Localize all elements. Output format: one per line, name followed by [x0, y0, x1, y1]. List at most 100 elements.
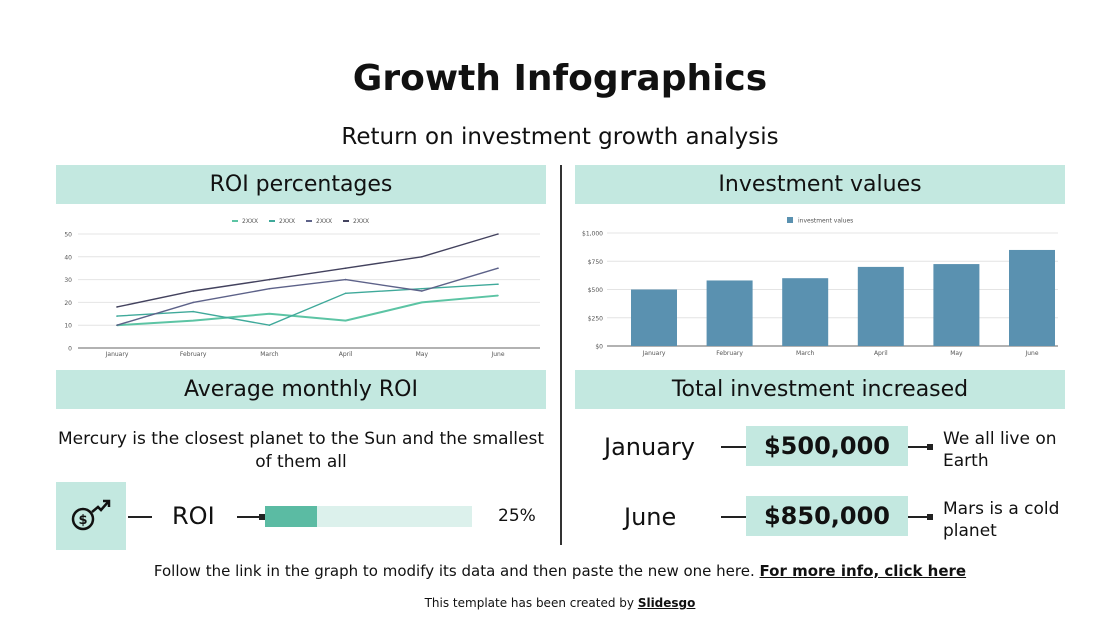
connector-line	[237, 516, 261, 518]
legend-label: 2XXX	[242, 218, 258, 225]
total-month-january: January	[604, 433, 695, 461]
legend-label: 2XXX	[279, 218, 295, 225]
credit: This template has been created by Slides…	[0, 596, 1120, 610]
data-point	[497, 283, 499, 285]
footer: Follow the link in the graph to modify i…	[0, 562, 1120, 580]
x-tick-label: June	[1024, 350, 1038, 357]
roi-percentages-header: ROI percentages	[56, 165, 546, 204]
slidesgo-link[interactable]: Slidesgo	[637, 596, 696, 610]
bar	[631, 289, 677, 346]
series-line	[116, 283, 499, 326]
bar	[857, 266, 904, 346]
connector-line	[721, 516, 746, 518]
total-note-june: Mars is a cold planet	[943, 499, 1060, 541]
y-tick-label: 40	[64, 254, 72, 261]
investment-bar-chart[interactable]: $0 $250 $500 $750 $1,000 investment values Jan…	[575, 210, 1065, 365]
footer-text: Follow the link in the graph to modify i…	[153, 562, 755, 580]
x-tick-label: April	[874, 350, 888, 357]
series-line	[116, 233, 499, 308]
x-tick-label: January	[642, 350, 666, 357]
x-tick-label: March	[260, 351, 278, 358]
connector-dot	[259, 514, 265, 520]
data-point	[421, 256, 423, 258]
icon-box: $	[56, 482, 126, 550]
total-month-june: June	[624, 503, 677, 531]
data-point	[497, 267, 499, 269]
average-monthly-roi-header: Average monthly ROI	[56, 370, 546, 409]
x-tick-label: April	[339, 351, 353, 358]
y-tick-label: $500	[588, 287, 603, 294]
data-point	[192, 301, 194, 304]
bar	[782, 278, 829, 346]
x-tick-label: January	[105, 351, 129, 358]
connector-line	[908, 446, 928, 448]
connector-line	[128, 516, 152, 518]
data-point	[116, 306, 118, 308]
legend-swatch	[787, 217, 793, 223]
investment-values-header: Investment values	[575, 165, 1065, 204]
data-point	[344, 319, 347, 322]
legend-label: investment values	[798, 218, 853, 225]
x-tick-label: March	[796, 350, 814, 357]
series-line	[116, 294, 499, 327]
total-value-june: $850,000	[746, 496, 908, 536]
connector-dot	[927, 514, 933, 520]
connector-line	[908, 516, 928, 518]
y-tick-label: 50	[64, 232, 72, 239]
data-point	[268, 287, 271, 290]
x-tick-label: June	[490, 351, 504, 358]
credit-text: This template has been created by	[424, 596, 634, 610]
data-point	[268, 278, 271, 281]
y-tick-label: $250	[588, 315, 603, 322]
total-investment-header: Total investment increased	[575, 370, 1065, 409]
x-tick-label: February	[716, 350, 743, 357]
legend-label: 2XXX	[353, 218, 369, 225]
y-tick-label: 30	[64, 277, 72, 284]
data-point	[192, 310, 194, 313]
svg-text:$: $	[78, 513, 87, 528]
roi-line-chart[interactable]: 0 10 20 30 40 50 January February March April May J…	[56, 210, 546, 365]
roi-description: Mercury is the closest planet to the Sun…	[57, 429, 545, 472]
data-point	[268, 324, 271, 326]
bar	[706, 280, 753, 346]
y-tick-label: $750	[588, 259, 603, 266]
money-growth-icon: $	[71, 499, 111, 531]
bar	[933, 264, 980, 346]
y-tick-label: 20	[64, 300, 72, 307]
data-point	[116, 324, 118, 326]
y-tick-label: $0	[595, 344, 603, 351]
x-tick-label: May	[950, 350, 963, 357]
legend-label: 2XXX	[316, 218, 332, 225]
data-point	[192, 290, 194, 292]
data-point	[497, 233, 499, 235]
data-point	[116, 315, 118, 317]
data-point	[344, 292, 347, 295]
data-point	[344, 267, 347, 269]
series-line	[116, 267, 499, 326]
page-title: Growth Infographics	[352, 58, 768, 99]
y-tick-label: 0	[68, 346, 72, 353]
data-point	[268, 313, 271, 315]
data-point	[497, 294, 499, 297]
roi-progress-bar	[265, 506, 472, 527]
total-value-january: $500,000	[746, 426, 908, 466]
total-note-january: We all live on Earth	[943, 429, 1057, 471]
roi-percent: 25%	[498, 506, 536, 526]
connector-dot	[927, 444, 933, 450]
data-point	[192, 319, 194, 322]
x-tick-label: February	[180, 351, 207, 358]
vertical-divider	[560, 165, 562, 545]
y-tick-label: $1,000	[582, 231, 603, 238]
y-tick-label: 10	[64, 323, 72, 330]
bar	[1009, 249, 1055, 346]
data-point	[421, 301, 423, 304]
x-tick-label: May	[416, 351, 429, 358]
page-subtitle: Return on investment growth analysis	[341, 124, 779, 150]
data-point	[344, 278, 347, 281]
data-point	[421, 290, 423, 292]
data-point	[421, 287, 423, 290]
more-info-link[interactable]: For more info, click here	[759, 562, 967, 580]
connector-line	[721, 446, 746, 448]
roi-progress-fill	[265, 506, 317, 527]
roi-label: ROI	[172, 502, 215, 530]
